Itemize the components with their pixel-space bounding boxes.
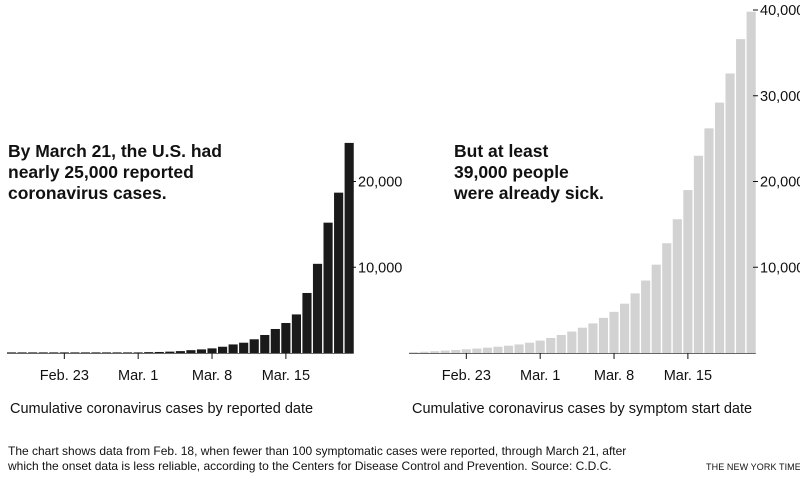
bar	[196, 349, 207, 353]
bar	[546, 337, 556, 353]
x-tick-label: Mar. 15	[262, 368, 310, 384]
bar	[461, 349, 471, 353]
bar	[260, 334, 270, 353]
headline-line: 39,000 people	[454, 162, 569, 182]
bar	[725, 73, 735, 354]
x-tick-label: Mar. 15	[664, 368, 712, 384]
bar	[91, 352, 101, 353]
footnote-line: which the onset data is less reliable, a…	[8, 459, 612, 473]
bar	[28, 352, 38, 353]
y-tick-label: 20,000	[760, 175, 800, 191]
bar	[112, 352, 122, 353]
x-tick-label: Mar. 8	[192, 368, 232, 384]
bar	[291, 314, 301, 353]
bar	[641, 280, 651, 353]
bar	[186, 350, 196, 353]
x-axis-label: Cumulative coronavirus cases by symptom …	[412, 401, 752, 417]
bar	[17, 352, 27, 353]
bar	[609, 311, 619, 353]
bar	[683, 190, 693, 353]
x-tick-label: Feb. 23	[442, 368, 491, 384]
bar	[577, 327, 587, 353]
x-tick-label: Mar. 1	[520, 368, 560, 384]
bar	[535, 340, 545, 353]
bar	[218, 346, 228, 353]
bar	[440, 350, 450, 353]
bar	[80, 352, 90, 353]
y-tick-label: 40,000	[760, 3, 800, 19]
bar	[482, 347, 492, 353]
bar	[249, 339, 259, 353]
bar	[567, 331, 577, 353]
bar	[556, 334, 566, 353]
left-chart-headline: By March 21, the U.S. had nearly 25,000 …	[8, 141, 222, 204]
headline-line: nearly 25,000 reported	[8, 162, 194, 182]
bar	[525, 342, 535, 353]
headline-line: coronavirus cases.	[8, 183, 167, 203]
bar	[472, 348, 482, 353]
headline-line: By March 21, the U.S. had	[8, 141, 222, 161]
source-credit: THE NEW YORK TIMES	[706, 462, 800, 472]
bar	[323, 222, 333, 353]
bar	[302, 292, 312, 353]
bar	[165, 351, 175, 353]
x-tick-label: Feb. 23	[40, 368, 89, 384]
bar	[49, 352, 59, 353]
symptom-onset-chart: 10,000 20,000 30,000 40,000 Feb. 23 Mar. 1 Mar…	[409, 3, 800, 417]
y-tick-label: 30,000	[760, 89, 800, 105]
bar	[451, 350, 461, 353]
headline-line: were already sick.	[454, 183, 604, 203]
bar	[123, 352, 133, 353]
bar	[144, 352, 154, 353]
y-tick-label: 10,000	[358, 260, 402, 276]
bar	[70, 352, 80, 353]
bar	[344, 142, 354, 353]
bar	[693, 155, 703, 353]
bar	[736, 39, 746, 354]
bar	[239, 342, 249, 353]
bar	[281, 322, 291, 353]
bar	[598, 317, 609, 353]
bar	[270, 328, 280, 353]
bar	[334, 192, 344, 353]
bar	[704, 128, 714, 353]
bar	[409, 352, 419, 353]
bar	[746, 11, 756, 354]
bar	[228, 344, 238, 353]
footnote-line: The chart shows data from Feb. 18, when …	[8, 444, 627, 458]
y-tick-label: 20,000	[358, 175, 402, 191]
reported-cases-chart: 10,000 20,000 Feb. 23 Mar. 1 Mar. 8 Mar. 15 Cu…	[7, 142, 402, 417]
bar	[503, 345, 514, 353]
x-tick-label: Mar. 1	[118, 368, 158, 384]
bar	[7, 352, 17, 353]
bar	[514, 344, 524, 353]
x-tick-label: Mar. 8	[594, 368, 634, 384]
bar	[588, 323, 598, 353]
bar	[38, 352, 48, 353]
bar	[101, 352, 112, 353]
right-chart-headline: But at least 39,000 people were already …	[454, 141, 604, 204]
bar	[154, 351, 164, 353]
bar	[207, 348, 217, 353]
headline-line: But at least	[454, 141, 549, 161]
bar	[630, 293, 640, 353]
bar	[714, 102, 725, 353]
bar	[620, 303, 630, 353]
chart-footnote: The chart shows data from Feb. 18, when …	[8, 444, 698, 474]
bar	[59, 352, 69, 353]
bar	[175, 351, 185, 353]
bar	[672, 219, 682, 353]
bar	[430, 351, 440, 353]
bar	[312, 263, 323, 353]
bar	[133, 352, 143, 353]
y-tick-label: 10,000	[760, 260, 800, 276]
bar	[419, 351, 429, 353]
x-axis-label: Cumulative coronavirus cases by reported…	[10, 401, 313, 417]
bar	[662, 243, 672, 353]
bar	[493, 346, 503, 353]
bar	[651, 264, 661, 353]
